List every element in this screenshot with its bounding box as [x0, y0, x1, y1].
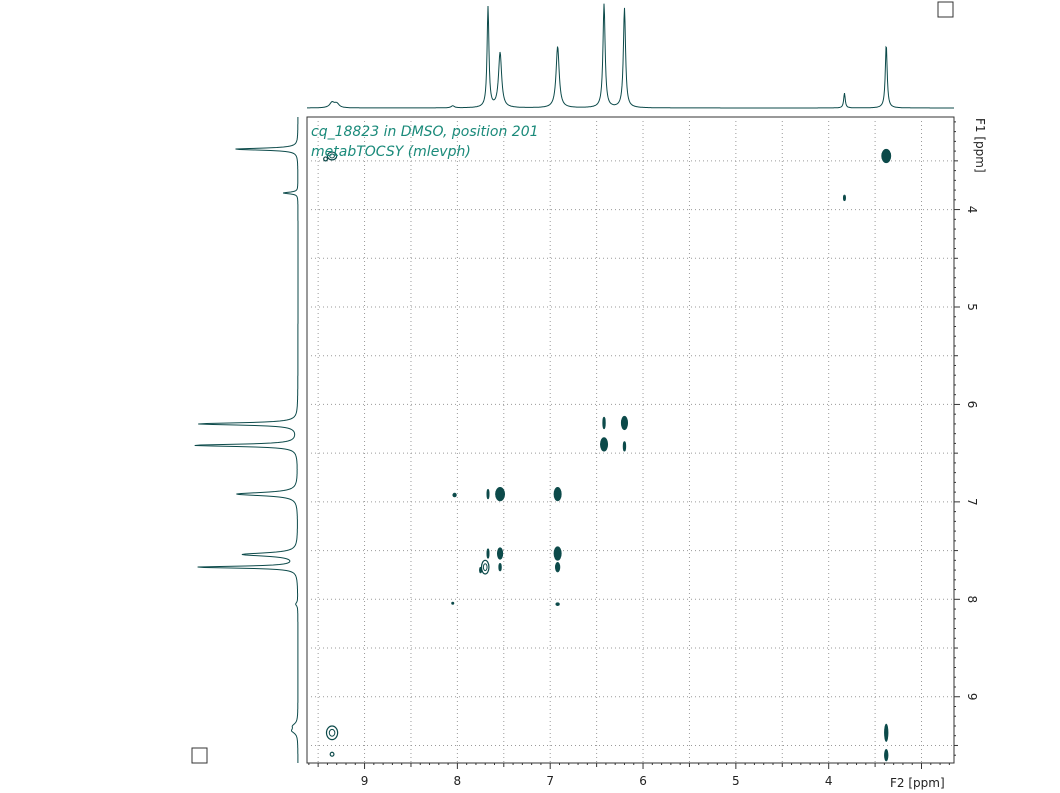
- y-tick-label: 8: [965, 595, 979, 603]
- cross-peak: [884, 723, 889, 742]
- x-tick-label: 7: [546, 774, 554, 788]
- cross-peaks: [323, 148, 892, 762]
- top-projection-trace: [307, 3, 954, 109]
- plot-frame: [306, 116, 955, 764]
- cross-peak: [620, 415, 629, 431]
- cross-peak: [498, 562, 502, 572]
- cross-peak: [842, 194, 846, 202]
- bottom-left-corner-box[interactable]: [191, 747, 208, 764]
- plot-area[interactable]: [306, 116, 955, 764]
- cross-peak: [452, 492, 457, 498]
- cross-peak: [496, 547, 504, 560]
- top-projection: [307, 3, 954, 109]
- y-axis: 4 5 6 7 8 9: [954, 121, 979, 756]
- cross-peak: [326, 151, 338, 161]
- y-tick-label: 6: [965, 401, 979, 409]
- cross-peak: [495, 486, 506, 502]
- x-axis: 9 8 7 6 5 4: [308, 763, 950, 788]
- x-tick-label: 6: [639, 774, 647, 788]
- cross-peak: [323, 156, 329, 162]
- x-tick-label: 5: [732, 774, 740, 788]
- cross-peak: [480, 559, 490, 575]
- x-tick-label: 4: [825, 774, 833, 788]
- cross-peak-inner: [329, 153, 335, 159]
- cross-peak: [329, 751, 335, 757]
- cross-peak: [555, 561, 561, 573]
- cross-peak: [486, 548, 490, 559]
- cross-peak: [622, 441, 627, 452]
- cross-peak-inner: [482, 563, 488, 572]
- chart-title-line-2: metabTOCSY (mlevph): [311, 144, 471, 160]
- y-tick-label: 7: [965, 498, 979, 506]
- cross-peak-inner: [328, 728, 336, 737]
- x-axis-label: F2 [ppm]: [890, 776, 945, 790]
- y-tick-label: 4: [965, 206, 979, 214]
- y-tick-label: 9: [965, 693, 979, 701]
- x-tick-label: 8: [454, 774, 462, 788]
- cross-peak: [881, 148, 892, 164]
- y-axis-label: F1 [ppm]: [973, 118, 987, 173]
- y-tick-label: 5: [965, 303, 979, 311]
- x-tick-label: 9: [361, 774, 369, 788]
- cross-peak: [451, 601, 455, 605]
- cross-peak: [479, 566, 483, 574]
- cross-peak: [553, 546, 562, 561]
- cross-peak: [600, 437, 609, 452]
- cross-peak: [325, 725, 339, 741]
- cross-peak: [602, 416, 606, 430]
- cross-peak: [486, 488, 490, 500]
- left-projection: [194, 117, 299, 763]
- chart-title-line-1: cq_18823 in DMSO, position 201: [311, 124, 539, 140]
- cross-peak: [555, 602, 560, 606]
- left-projection-trace: [194, 117, 299, 763]
- top-right-corner-box[interactable]: [937, 1, 954, 18]
- cross-peak: [553, 486, 562, 502]
- cross-peak: [884, 749, 889, 762]
